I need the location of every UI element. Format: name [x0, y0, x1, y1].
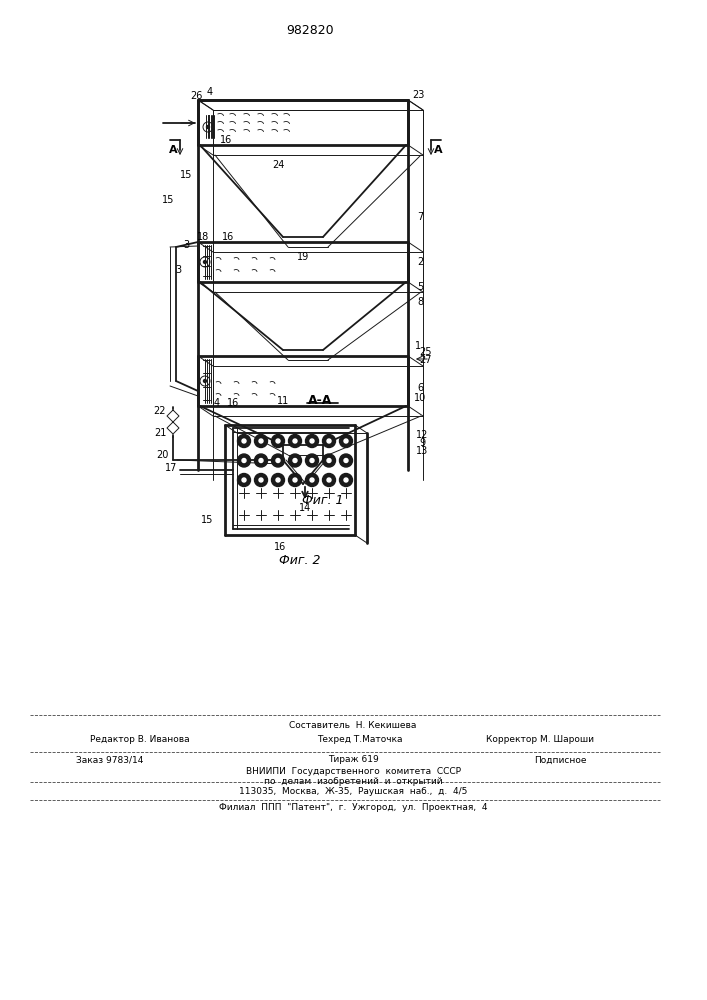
Circle shape — [271, 474, 284, 487]
Text: 3: 3 — [183, 240, 189, 250]
Circle shape — [327, 439, 331, 443]
Circle shape — [310, 478, 314, 482]
Circle shape — [339, 474, 353, 487]
Circle shape — [344, 458, 348, 462]
Text: Корректор М. Шароши: Корректор М. Шароши — [486, 736, 594, 744]
Circle shape — [344, 478, 348, 482]
Circle shape — [276, 478, 280, 482]
Text: 21: 21 — [154, 428, 166, 438]
Text: 27: 27 — [420, 355, 432, 365]
Text: 6: 6 — [417, 383, 423, 393]
Text: 15: 15 — [180, 170, 192, 180]
Text: Фиг. 2: Фиг. 2 — [279, 554, 321, 566]
Circle shape — [276, 458, 280, 462]
Circle shape — [322, 434, 336, 448]
Circle shape — [204, 379, 206, 382]
Circle shape — [339, 434, 353, 448]
Text: 24: 24 — [271, 160, 284, 170]
Text: 26: 26 — [191, 91, 203, 101]
Circle shape — [255, 434, 267, 448]
Text: 16: 16 — [222, 232, 234, 242]
Text: 20: 20 — [156, 450, 168, 460]
Circle shape — [259, 439, 263, 443]
Circle shape — [293, 458, 297, 462]
Circle shape — [310, 458, 314, 462]
Text: 13: 13 — [416, 446, 428, 456]
Text: ВНИИПИ  Государственного  комитета  СССР: ВНИИПИ Государственного комитета СССР — [245, 768, 460, 776]
Text: 4: 4 — [207, 87, 213, 97]
Text: А-А: А-А — [308, 393, 332, 406]
Text: 8: 8 — [417, 297, 423, 307]
Circle shape — [322, 454, 336, 467]
Circle shape — [206, 125, 209, 128]
Circle shape — [238, 434, 250, 448]
Text: по  делам  изобретений  и  открытий: по делам изобретений и открытий — [264, 778, 443, 786]
Text: 5: 5 — [417, 282, 423, 292]
Circle shape — [293, 478, 297, 482]
Text: 25: 25 — [420, 347, 432, 357]
Text: А: А — [433, 145, 443, 155]
Text: Техред Т.Маточка: Техред Т.Маточка — [317, 736, 403, 744]
Text: 10: 10 — [414, 393, 426, 403]
Text: 1: 1 — [415, 341, 421, 351]
Text: 16: 16 — [274, 542, 286, 552]
Text: 2: 2 — [417, 257, 423, 267]
Polygon shape — [167, 422, 179, 434]
Circle shape — [327, 458, 331, 462]
Text: Подписное: Подписное — [534, 756, 586, 764]
Text: 16: 16 — [220, 135, 232, 145]
Circle shape — [344, 439, 348, 443]
Circle shape — [259, 478, 263, 482]
Circle shape — [255, 474, 267, 487]
Text: 11: 11 — [277, 396, 289, 406]
Text: 3: 3 — [175, 265, 181, 275]
Text: 113035,  Москва,  Ж-35,  Раушская  наб.,  д.  4/5: 113035, Москва, Ж-35, Раушская наб., д. … — [239, 788, 467, 796]
Circle shape — [339, 454, 353, 467]
Text: 4: 4 — [214, 398, 220, 408]
Circle shape — [271, 434, 284, 448]
Circle shape — [288, 454, 301, 467]
Polygon shape — [167, 410, 179, 422]
Text: Составитель  Н. Кекишева: Составитель Н. Кекишева — [289, 720, 416, 730]
Circle shape — [276, 439, 280, 443]
Text: 23: 23 — [411, 90, 424, 100]
Text: Филиал  ППП  "Патент",  г.  Ужгород,  ул.  Проектная,  4: Филиал ППП "Патент", г. Ужгород, ул. Про… — [218, 804, 487, 812]
Text: 12: 12 — [416, 430, 428, 440]
Circle shape — [242, 478, 246, 482]
Text: 9: 9 — [419, 438, 425, 448]
Text: Заказ 9783/14: Заказ 9783/14 — [76, 756, 144, 764]
Text: 15: 15 — [162, 195, 174, 205]
Text: Фиг. 1: Фиг. 1 — [303, 493, 344, 506]
Text: Редактор В. Иванова: Редактор В. Иванова — [90, 736, 189, 744]
Circle shape — [242, 439, 246, 443]
Circle shape — [255, 454, 267, 467]
Circle shape — [238, 454, 250, 467]
Circle shape — [310, 439, 314, 443]
Circle shape — [305, 474, 318, 487]
Text: 14: 14 — [299, 503, 311, 513]
Text: 17: 17 — [165, 463, 177, 473]
Circle shape — [204, 260, 206, 263]
Circle shape — [242, 458, 246, 462]
Circle shape — [288, 474, 301, 487]
Circle shape — [322, 474, 336, 487]
Circle shape — [271, 454, 284, 467]
Text: 7: 7 — [417, 212, 423, 222]
Circle shape — [327, 478, 331, 482]
Text: 982820: 982820 — [286, 23, 334, 36]
Text: 18: 18 — [197, 232, 209, 242]
Text: 19: 19 — [297, 252, 309, 262]
Circle shape — [293, 439, 297, 443]
Text: 22: 22 — [153, 406, 166, 416]
Circle shape — [238, 474, 250, 487]
Text: 16: 16 — [227, 398, 239, 408]
Text: Тираж 619: Тираж 619 — [327, 756, 378, 764]
Text: А: А — [169, 145, 177, 155]
Text: 15: 15 — [201, 515, 214, 525]
Circle shape — [259, 458, 263, 462]
Circle shape — [305, 454, 318, 467]
Circle shape — [288, 434, 301, 448]
Circle shape — [305, 434, 318, 448]
